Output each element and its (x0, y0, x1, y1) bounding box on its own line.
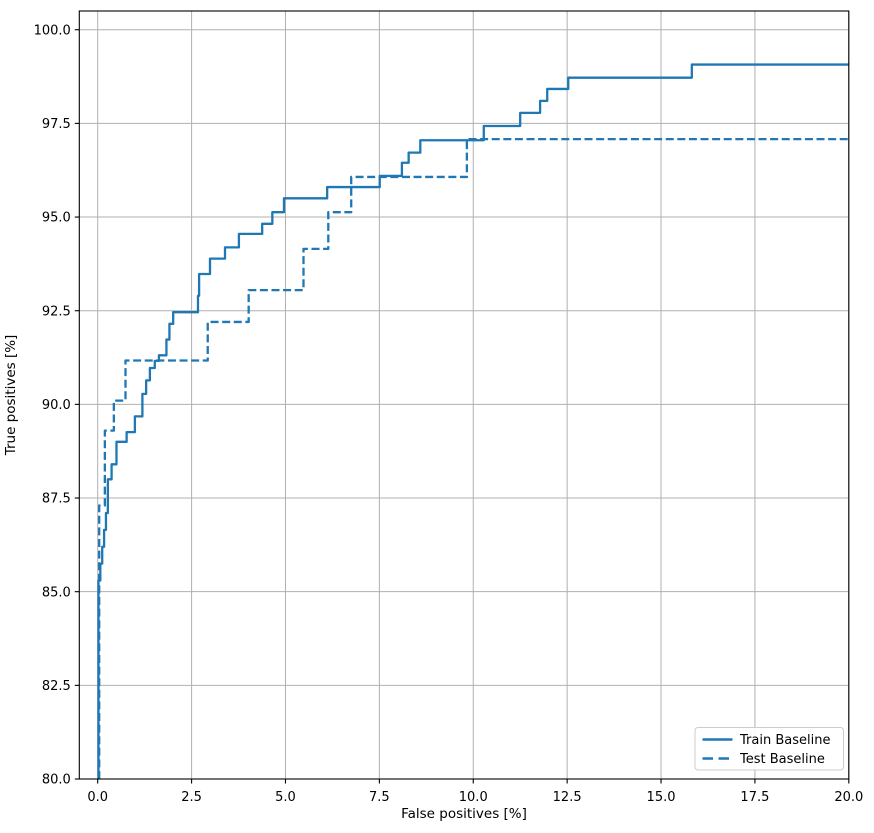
axis-ticks (74, 29, 850, 784)
y-axis-label: True positives [%] (3, 335, 19, 457)
y-tick-label: 80.0 (42, 773, 71, 788)
x-tick-label: 20.0 (834, 790, 863, 805)
y-tick-label: 100.0 (34, 23, 71, 38)
axis-tick-labels: 0.0 2.5 5.0 7.5 10.0 12.5 15.0 17.5 20.0 80.0 82.5… (34, 23, 864, 805)
curve-layer (97, 63, 849, 779)
y-tick-label: 85.0 (42, 585, 71, 600)
y-tick-label: 92.5 (42, 304, 71, 319)
grid-lines (79, 11, 850, 780)
test-baseline-curve (98, 137, 849, 779)
y-tick-label: 82.5 (42, 679, 71, 694)
x-tick-label: 10.0 (459, 790, 488, 805)
x-tick-label: 15.0 (647, 790, 676, 805)
x-tick-label: 5.0 (275, 790, 296, 805)
x-tick-label: 2.5 (181, 790, 202, 805)
x-tick-label: 7.5 (369, 790, 390, 805)
y-tick-label: 87.5 (42, 492, 71, 507)
x-axis-label: False positives [%] (401, 806, 527, 822)
x-tick-label: 0.0 (87, 790, 108, 805)
legend-train-label: Train Baseline (739, 733, 830, 748)
legend: Train Baseline Test Baseline (694, 727, 844, 771)
y-tick-label: 97.5 (42, 117, 71, 132)
legend-box (694, 727, 844, 771)
y-tick-label: 95.0 (42, 211, 71, 226)
x-tick-label: 17.5 (740, 790, 769, 805)
x-tick-label: 12.5 (553, 790, 582, 805)
y-tick-label: 90.0 (42, 398, 71, 413)
plot-border (78, 10, 850, 780)
train-baseline-curve (97, 63, 849, 779)
legend-test-label: Test Baseline (739, 752, 825, 767)
